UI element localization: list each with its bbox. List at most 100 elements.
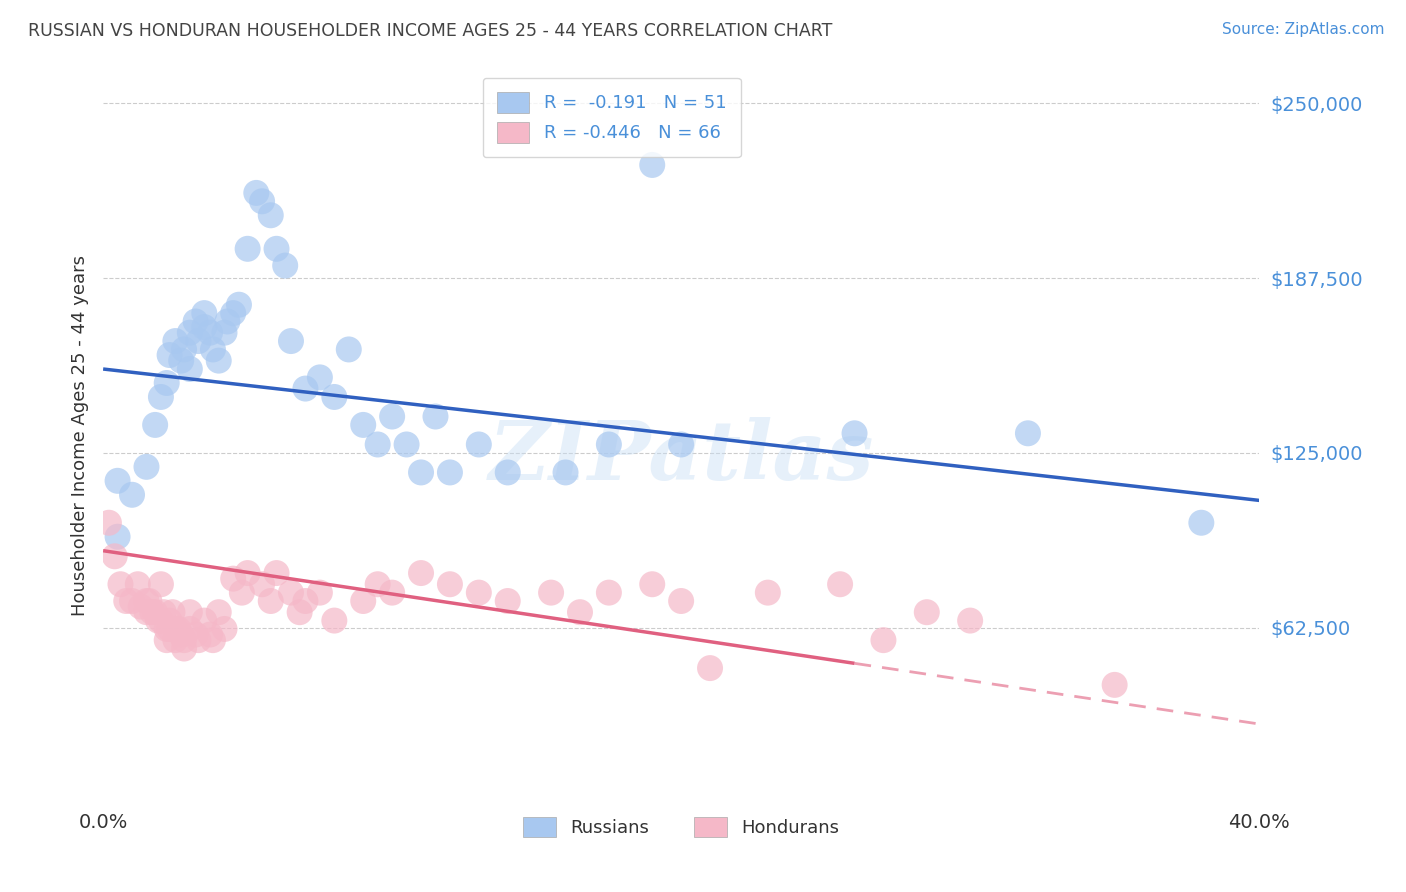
Point xyxy=(179,362,201,376)
Point xyxy=(138,594,160,608)
Point xyxy=(135,459,157,474)
Point xyxy=(1104,678,1126,692)
Point xyxy=(201,343,224,357)
Text: Source: ZipAtlas.com: Source: ZipAtlas.com xyxy=(1222,22,1385,37)
Point xyxy=(367,577,389,591)
Point xyxy=(309,585,332,599)
Point xyxy=(395,437,418,451)
Point xyxy=(381,585,404,599)
Point xyxy=(468,437,491,451)
Point xyxy=(641,158,664,172)
Point xyxy=(830,577,852,591)
Point xyxy=(641,577,664,591)
Legend: Russians, Hondurans: Russians, Hondurans xyxy=(516,809,846,845)
Point xyxy=(309,370,332,384)
Text: ZIPatlas: ZIPatlas xyxy=(488,417,875,498)
Point xyxy=(146,614,169,628)
Point xyxy=(193,306,215,320)
Point xyxy=(844,426,866,441)
Point xyxy=(165,334,187,348)
Point xyxy=(266,242,288,256)
Point xyxy=(97,516,120,530)
Point xyxy=(208,353,231,368)
Point xyxy=(121,488,143,502)
Point xyxy=(569,605,592,619)
Point xyxy=(409,566,432,580)
Point xyxy=(250,194,273,209)
Point xyxy=(250,577,273,591)
Point xyxy=(110,577,132,591)
Point xyxy=(135,605,157,619)
Point xyxy=(236,242,259,256)
Point xyxy=(598,585,620,599)
Point xyxy=(135,594,157,608)
Point xyxy=(1017,426,1039,441)
Point xyxy=(274,259,297,273)
Point xyxy=(179,605,201,619)
Point xyxy=(156,622,179,636)
Point xyxy=(184,627,207,641)
Point xyxy=(107,530,129,544)
Point xyxy=(294,382,316,396)
Point xyxy=(323,614,346,628)
Point xyxy=(496,594,519,608)
Point xyxy=(143,605,166,619)
Point xyxy=(165,633,187,648)
Point xyxy=(228,298,250,312)
Point xyxy=(170,353,193,368)
Point xyxy=(236,566,259,580)
Point xyxy=(167,622,190,636)
Point xyxy=(959,614,981,628)
Point xyxy=(193,320,215,334)
Point xyxy=(208,605,231,619)
Point xyxy=(323,390,346,404)
Y-axis label: Householder Income Ages 25 - 44 years: Householder Income Ages 25 - 44 years xyxy=(72,255,89,615)
Point xyxy=(231,585,253,599)
Point xyxy=(165,622,187,636)
Point xyxy=(179,326,201,340)
Point xyxy=(170,627,193,641)
Point xyxy=(337,343,360,357)
Point xyxy=(280,334,302,348)
Point xyxy=(260,594,283,608)
Point xyxy=(669,594,692,608)
Point xyxy=(159,614,181,628)
Point xyxy=(915,605,938,619)
Point xyxy=(149,577,172,591)
Point xyxy=(425,409,447,424)
Point xyxy=(1189,516,1212,530)
Point xyxy=(699,661,721,675)
Point xyxy=(173,633,195,648)
Point xyxy=(156,376,179,390)
Point xyxy=(214,622,236,636)
Point xyxy=(159,348,181,362)
Point xyxy=(468,585,491,599)
Point xyxy=(153,605,176,619)
Point xyxy=(127,577,149,591)
Point xyxy=(162,605,184,619)
Point xyxy=(173,343,195,357)
Point xyxy=(214,326,236,340)
Point xyxy=(872,633,894,648)
Point xyxy=(222,306,245,320)
Point xyxy=(288,605,311,619)
Point xyxy=(294,594,316,608)
Point xyxy=(266,566,288,580)
Point xyxy=(198,326,221,340)
Text: RUSSIAN VS HONDURAN HOUSEHOLDER INCOME AGES 25 - 44 YEARS CORRELATION CHART: RUSSIAN VS HONDURAN HOUSEHOLDER INCOME A… xyxy=(28,22,832,40)
Point xyxy=(173,641,195,656)
Point xyxy=(159,622,181,636)
Point xyxy=(260,208,283,222)
Point xyxy=(540,585,562,599)
Point xyxy=(352,417,374,432)
Point xyxy=(554,466,576,480)
Point xyxy=(187,334,209,348)
Point xyxy=(496,466,519,480)
Point xyxy=(193,614,215,628)
Point xyxy=(115,594,138,608)
Point xyxy=(187,633,209,648)
Point xyxy=(217,314,239,328)
Point xyxy=(439,466,461,480)
Point xyxy=(367,437,389,451)
Point xyxy=(222,572,245,586)
